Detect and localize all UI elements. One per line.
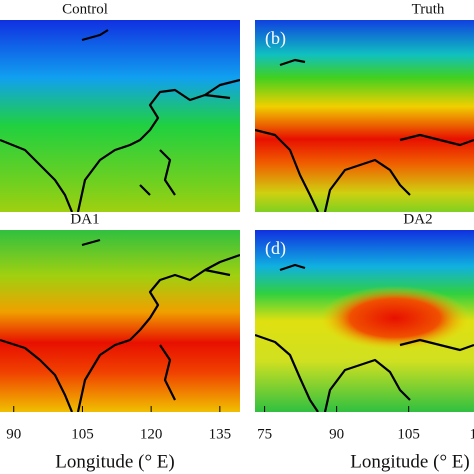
panel-title: Control xyxy=(62,1,108,17)
field xyxy=(0,20,240,212)
panel-title: DA2 xyxy=(403,211,432,227)
panel-label: (b) xyxy=(265,28,286,49)
x-tick-label: 90 xyxy=(6,426,21,442)
x-tick-label: 105 xyxy=(397,426,420,442)
panel-label: (d) xyxy=(265,238,286,259)
panel-title: DA1 xyxy=(70,211,99,227)
field-max xyxy=(320,286,470,350)
panels xyxy=(0,20,474,412)
x-tick-label: 90 xyxy=(329,426,344,442)
x-axis-label: Longitude (° E) xyxy=(350,451,469,472)
x-axis-label: Longitude (° E) xyxy=(55,451,174,472)
x-tick-label: 105 xyxy=(71,426,94,442)
x-tick-label: 120 xyxy=(469,426,474,442)
panel-title: Truth xyxy=(412,1,445,17)
x-tick-label: 135 xyxy=(209,426,232,442)
x-tick-label: 120 xyxy=(140,426,163,442)
field xyxy=(0,230,240,412)
field xyxy=(255,20,474,212)
x-tick-label: 75 xyxy=(257,426,272,442)
